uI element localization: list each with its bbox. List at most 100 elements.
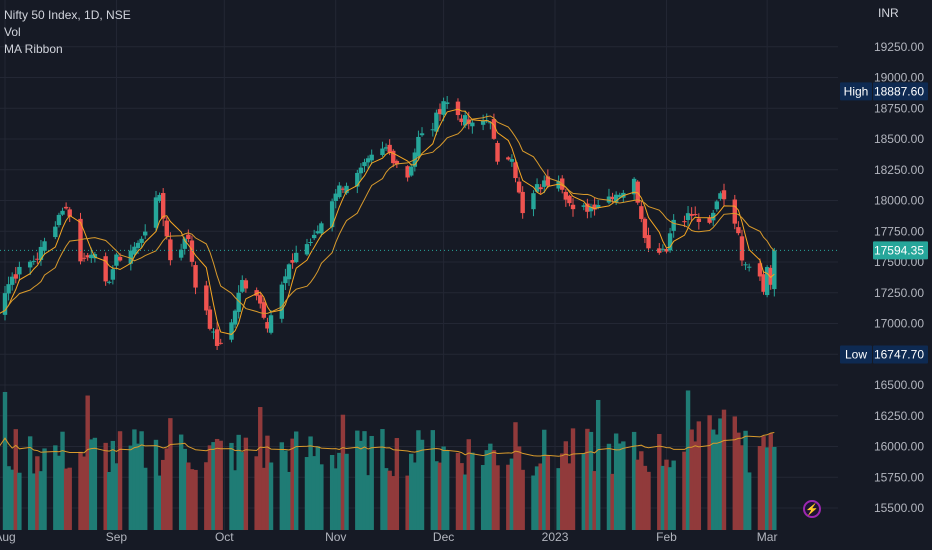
candle-body [67, 209, 72, 217]
volume-bar [488, 443, 493, 530]
candle-body [470, 122, 475, 127]
candle-body [707, 217, 712, 223]
volume-bar [60, 431, 65, 530]
volume-bar [369, 435, 374, 530]
candle-body [682, 221, 687, 223]
indicator-vol-label[interactable]: Vol [4, 25, 21, 39]
volume-bar [491, 450, 497, 530]
symbol-title[interactable]: Nifty 50 Index, 1D, NSE [4, 8, 131, 22]
candle-body [459, 118, 464, 123]
candle-body [362, 162, 367, 167]
candle-body [664, 248, 669, 252]
volume-bar [631, 431, 637, 530]
candle-body [545, 176, 551, 186]
price-tick-label: 15750.00 [874, 470, 924, 484]
volume-bar [53, 445, 58, 530]
volume-bar [243, 437, 249, 530]
volume-bar [718, 418, 723, 530]
candle-body [279, 284, 285, 319]
candle-body [358, 167, 364, 174]
volume-bar [588, 431, 594, 530]
last-price-value: 17594.35 [874, 243, 924, 257]
candle-body [631, 178, 637, 195]
last-price-value-bg [873, 241, 928, 260]
volume-bar [85, 395, 90, 530]
high-label: High [844, 84, 869, 98]
volume-bar [283, 450, 288, 530]
volume-bar [254, 456, 259, 530]
volume-bar [470, 452, 475, 530]
volume-bar [362, 431, 367, 530]
time-tick-label: Feb [656, 530, 677, 544]
volume-bar [416, 430, 421, 530]
candle-body [430, 129, 436, 131]
time-tick-label: Aug [0, 530, 16, 544]
volume-bar [6, 466, 11, 530]
high-value: 18887.60 [874, 84, 924, 98]
candle-body [60, 210, 65, 215]
candle-body [153, 197, 159, 228]
candle-body [534, 184, 540, 192]
candle-body [693, 214, 698, 216]
candle-body [610, 196, 615, 200]
candle-body [110, 269, 116, 280]
volume-bar [635, 459, 640, 530]
candle-body [204, 285, 209, 311]
candle-body [304, 244, 310, 255]
volume-bar [89, 439, 94, 530]
time-axis[interactable]: Aug Sep Oct Nov Dec 2023 Feb Mar [0, 530, 777, 544]
volume-bar [772, 446, 777, 530]
volume-bar [337, 452, 342, 530]
time-tick-label: Sep [106, 530, 128, 544]
price-axis[interactable]: INR 19250.00 19000.00 18750.00 18500.00 18250… [838, 0, 932, 550]
chart-legend: Nifty 50 Index, 1D, NSE Vol MA Ribbon [4, 7, 131, 58]
volume-bar [613, 433, 619, 530]
volume-bar [27, 436, 33, 530]
candle-body [38, 246, 44, 260]
candle-body [81, 257, 87, 259]
volume-bar [394, 438, 400, 530]
indicator-ma-ribbon-label[interactable]: MA Ribbon [4, 42, 63, 56]
candle-body [6, 284, 11, 294]
volume-bar [689, 429, 694, 530]
time-tick-label: Oct [215, 530, 234, 544]
volume-bar [189, 469, 195, 530]
candle-body [488, 122, 493, 124]
candle-body [409, 166, 414, 176]
lightning-icon[interactable]: ⚡ [803, 500, 821, 518]
candle-body [480, 120, 486, 125]
volume-bar [204, 462, 209, 530]
volume-bar [117, 431, 123, 530]
candle-body [193, 265, 198, 288]
volume-bar [520, 469, 525, 530]
candle-body [89, 254, 94, 259]
candle-body [207, 309, 213, 329]
candle-body [265, 322, 270, 329]
candle-body [132, 246, 137, 255]
candle-body [556, 181, 561, 189]
candle-body [685, 213, 691, 221]
volume-bar [761, 436, 766, 530]
candle-body [416, 136, 421, 157]
volume-ma-line [0, 432, 775, 457]
ma-fast-line [0, 108, 775, 335]
candle-body [394, 160, 400, 165]
volume-bar [218, 440, 223, 530]
candle-body [232, 310, 238, 325]
volume-bar [186, 462, 191, 530]
candle-body [506, 157, 511, 160]
volume-bar [430, 430, 436, 530]
volume-bar [67, 467, 72, 530]
candle-body [355, 172, 360, 187]
price-tick-label: 18250.00 [874, 163, 924, 177]
candle-body [689, 214, 694, 216]
candle-body [103, 256, 108, 282]
candle-body [329, 201, 335, 228]
candle-body [455, 101, 461, 116]
candle-body [570, 204, 576, 210]
volume-bar [103, 442, 108, 530]
candle-body [768, 267, 773, 285]
volume-bar [211, 442, 216, 530]
candle-body [761, 274, 766, 292]
